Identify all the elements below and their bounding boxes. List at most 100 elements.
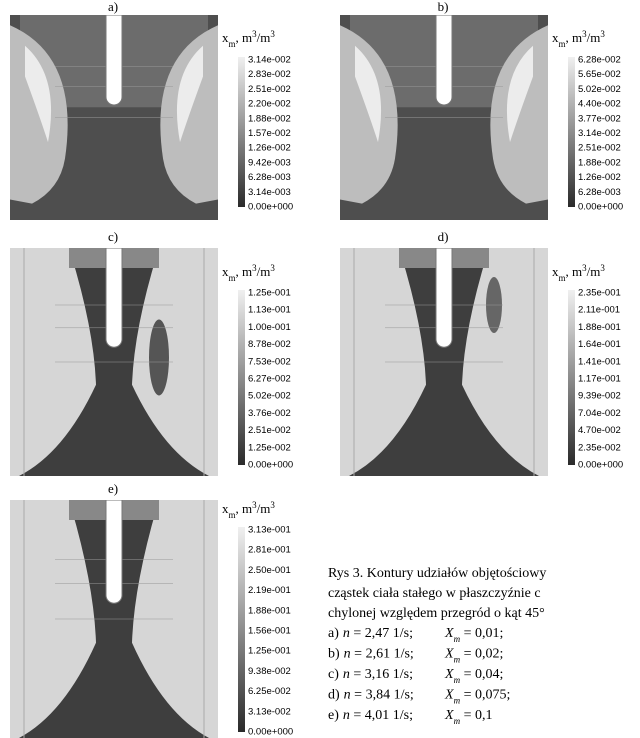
colorbar-tick-label: 6.28e-002 <box>578 55 621 66</box>
item-n: n <box>343 667 350 682</box>
colorbar-tick-label: 6.25e-002 <box>248 686 291 697</box>
item-x-value: = 0,04; <box>460 667 503 682</box>
colorbar-tick-label: 8.78e-002 <box>248 339 291 350</box>
colorbar-tick-label: 3.14e-003 <box>248 187 291 198</box>
legend-title-part: , m <box>566 264 583 279</box>
colorbar-tick-label: 1.64e-001 <box>578 339 621 350</box>
colorbar-tick-label: 2.35e-002 <box>578 442 621 453</box>
contour-plot <box>10 500 218 738</box>
item-n-value: = 2,47 1/s; <box>350 626 413 641</box>
legend-title-part: , m <box>236 30 253 45</box>
item-label: d) <box>328 688 340 703</box>
item-n-value: = 4,01 1/s; <box>350 708 413 723</box>
legend-title-part: /m <box>587 30 601 45</box>
colorbar-tick-label: 3.13e-002 <box>248 706 291 717</box>
colorbar-tick-label: 3.76e-002 <box>248 408 291 419</box>
shaft <box>436 15 452 105</box>
colorbar-tick-label: 1.41e-001 <box>578 356 621 367</box>
colorbar-tick-label: 0.00e+000 <box>248 460 293 471</box>
caption-item: e)n = 4,01 1/s;Xm = 0,1 <box>328 708 492 726</box>
panel-label: d) <box>438 229 449 244</box>
contour-plot <box>10 248 218 476</box>
legend-title: xm, m3/m3 <box>552 263 605 283</box>
caption-item: b)n = 2,61 1/s;Xm = 0,02; <box>328 647 503 665</box>
legend-title-part: , m <box>566 30 583 45</box>
shaft <box>106 15 122 105</box>
colorbar <box>238 57 245 207</box>
legend-title-part: m <box>559 39 566 49</box>
colorbar-tick-label: 3.77e-002 <box>578 113 621 124</box>
legend-title-part: /m <box>257 264 271 279</box>
legend-title-part: 3 <box>270 500 275 510</box>
legend-title-part: /m <box>257 30 271 45</box>
colorbar-tick-label: 1.88e-002 <box>578 157 621 168</box>
colorbar-tick-label: 6.28e-003 <box>578 187 621 198</box>
colorbar-tick-label: 2.19e-001 <box>248 585 291 596</box>
legend-title: xm, m3/m3 <box>552 29 605 49</box>
colorbar-tick-label: 9.39e-002 <box>578 391 621 402</box>
item-n-value: = 3,84 1/s; <box>351 688 414 703</box>
colorbar-tick-label: 5.65e-002 <box>578 69 621 80</box>
colorbar-tick-label: 9.42e-003 <box>248 157 291 168</box>
colorbar-tick-label: 9.38e-002 <box>248 666 291 677</box>
colorbar-tick-label: 1.88e-002 <box>248 113 291 124</box>
caption-line: cząstek ciała stałego w płaszczyźnie c <box>328 586 541 601</box>
colorbar-tick-label: 1.17e-001 <box>578 374 621 385</box>
item-label: e) <box>328 708 339 723</box>
caption-item: a)n = 2,47 1/s;Xm = 0,01; <box>328 626 503 644</box>
colorbar-tick-label: 1.25e-001 <box>248 288 291 299</box>
legend-title-part: 3 <box>270 263 275 273</box>
panel-label: c) <box>108 229 118 244</box>
colorbar-tick-label: 7.04e-002 <box>578 408 621 419</box>
contour-plot <box>10 15 218 220</box>
colorbar-tick-label: 2.35e-001 <box>578 288 621 299</box>
colorbar-tick-label: 6.28e-003 <box>248 172 291 183</box>
caption-line: chylonej względem przegród o kąt 45° <box>328 606 545 621</box>
colorbar-tick-label: 2.51e-002 <box>578 143 621 154</box>
colorbar-tick-label: 0.00e+000 <box>248 727 293 738</box>
colorbar-tick-label: 5.02e-002 <box>578 84 621 95</box>
legend-title-part: /m <box>587 264 601 279</box>
legend-title-part: m <box>559 273 566 283</box>
item-n: n <box>344 688 351 703</box>
item-n: n <box>343 626 350 641</box>
colorbar-tick-label: 2.51e-002 <box>248 84 291 95</box>
legend-title-part: 3 <box>600 263 605 273</box>
item-n-value: = 3,16 1/s; <box>350 667 413 682</box>
legend-title: xm, m3/m3 <box>222 263 275 283</box>
item-x: X <box>444 688 454 703</box>
colorbar-tick-label: 6.27e-002 <box>248 374 291 385</box>
item-x-value: = 0,075; <box>460 688 510 703</box>
colorbar-tick-label: 4.70e-002 <box>578 425 621 436</box>
colorbar-tick-label: 4.40e-002 <box>578 99 621 110</box>
colorbar-tick-label: 2.11e-001 <box>578 305 620 316</box>
item-x-value: = 0,02; <box>460 647 503 662</box>
item-x-value: = 0,01; <box>460 626 503 641</box>
legend-title-part: m <box>229 273 236 283</box>
panel-label: a) <box>108 0 118 14</box>
legend-title: xm, m3/m3 <box>222 500 275 520</box>
contour-spot <box>149 319 169 395</box>
item-label: c) <box>328 667 339 682</box>
shaft <box>106 500 122 603</box>
colorbar-tick-label: 2.83e-002 <box>248 69 291 80</box>
item-label: b) <box>328 647 340 662</box>
colorbar-tick-label: 2.50e-001 <box>248 565 291 576</box>
colorbar-tick-label: 1.57e-002 <box>248 128 291 139</box>
caption-line: Rys 3. Kontury udziałów objętościowy <box>328 566 546 581</box>
colorbar-tick-label: 0.00e+000 <box>578 460 623 471</box>
colorbar-tick-label: 5.02e-002 <box>248 391 291 402</box>
shaft <box>436 248 452 347</box>
item-x-value: = 0,1 <box>460 708 492 723</box>
colorbar-tick-label: 3.13e-001 <box>248 525 291 536</box>
colorbar-tick-label: 1.25e-001 <box>248 646 291 657</box>
colorbar-tick-label: 0.00e+000 <box>578 202 623 213</box>
colorbar-tick-label: 1.26e-002 <box>248 143 291 154</box>
figure: a) xm, m3/m3 3.14e-002 2.83e-002 2.51e-002 2.… <box>0 0 640 738</box>
colorbar-tick-label: 3.14e-002 <box>578 128 621 139</box>
legend-title-part: m <box>229 510 236 520</box>
item-x: X <box>444 647 454 662</box>
colorbar-tick-label: 1.13e-001 <box>248 305 291 316</box>
colorbar <box>238 290 245 465</box>
item-x: X <box>444 667 454 682</box>
